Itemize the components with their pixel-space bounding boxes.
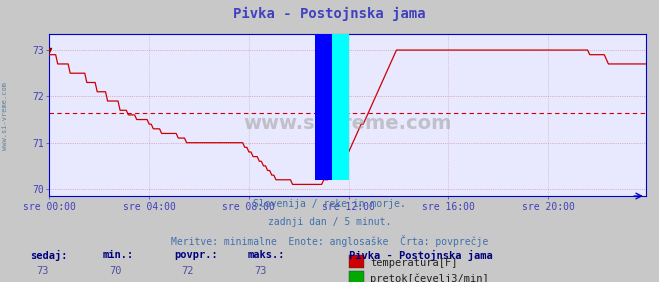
Text: povpr.:: povpr.: [175, 250, 218, 259]
Bar [332, 0, 349, 180]
Text: 72: 72 [182, 266, 194, 276]
Text: 73: 73 [37, 266, 49, 276]
Text: www.si-vreme.com: www.si-vreme.com [2, 81, 9, 150]
Text: pretok[čevelj3/min]: pretok[čevelj3/min] [370, 273, 489, 282]
Text: maks.:: maks.: [247, 250, 285, 259]
Bar [316, 0, 332, 157]
Text: 73: 73 [254, 266, 266, 276]
Bar [332, 0, 349, 157]
Text: sedaj:: sedaj: [30, 250, 67, 261]
Text: zadnji dan / 5 minut.: zadnji dan / 5 minut. [268, 217, 391, 227]
Bar [316, 0, 332, 180]
Text: www.si-vreme.com: www.si-vreme.com [243, 114, 452, 133]
Text: 70: 70 [109, 266, 121, 276]
Text: Slovenija / reke in morje.: Slovenija / reke in morje. [253, 199, 406, 209]
Text: Pivka - Postojnska jama: Pivka - Postojnska jama [349, 250, 493, 261]
Text: temperatura[F]: temperatura[F] [370, 258, 458, 268]
Text: min.:: min.: [102, 250, 133, 259]
Text: Pivka - Postojnska jama: Pivka - Postojnska jama [233, 7, 426, 21]
Text: Meritve: minimalne  Enote: anglosaške  Črta: povprečje: Meritve: minimalne Enote: anglosaške Črt… [171, 235, 488, 248]
